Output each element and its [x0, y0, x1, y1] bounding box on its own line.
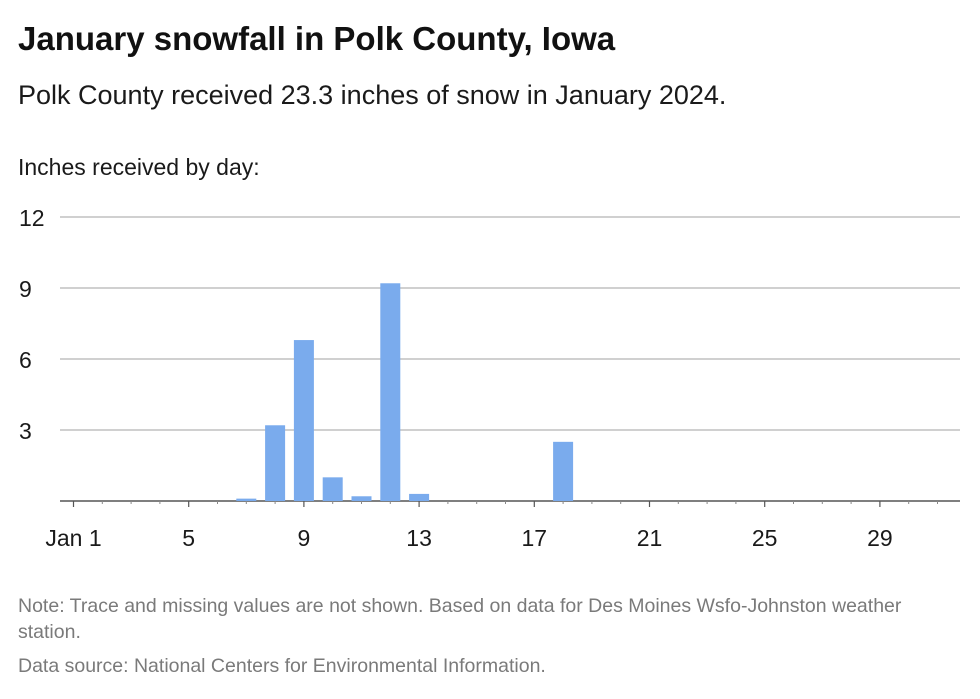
- bar-day-9: [293, 340, 314, 501]
- y-tick-label: 12: [19, 205, 45, 231]
- x-tick-label: 25: [752, 525, 778, 551]
- y-tick-label: 6: [19, 347, 32, 373]
- x-tick-label: 9: [298, 525, 311, 551]
- y-tick-label: 3: [19, 418, 32, 444]
- bar-day-13: [409, 493, 430, 501]
- bar-day-11: [351, 496, 372, 501]
- snowfall-bar-chart: 3 6 9 12 Jan 1 5 9 13 17 21 25 29: [19, 205, 960, 551]
- y-axis-title: Inches received by day:: [18, 154, 260, 180]
- data-source: Data source: National Centers for Enviro…: [18, 655, 546, 677]
- bar-day-12: [380, 283, 401, 501]
- x-tick-label: Jan 1: [45, 525, 101, 551]
- bar-day-8: [265, 425, 286, 501]
- x-tick-label: 21: [637, 525, 663, 551]
- x-tick-label: 17: [522, 525, 548, 551]
- y-tick-label: 9: [19, 276, 32, 302]
- x-tick-label: 29: [867, 525, 893, 551]
- x-tick-label: 5: [182, 525, 195, 551]
- x-tick-label: 13: [406, 525, 432, 551]
- chart-note: Note: Trace and missing values are not s…: [18, 595, 902, 643]
- chart-title: January snowfall in Polk County, Iowa: [18, 20, 616, 57]
- bar-day-7: [236, 498, 257, 501]
- chart-subtitle: Polk County received 23.3 inches of snow…: [18, 80, 727, 110]
- bar-day-18: [553, 441, 574, 501]
- bar-day-10: [322, 477, 343, 501]
